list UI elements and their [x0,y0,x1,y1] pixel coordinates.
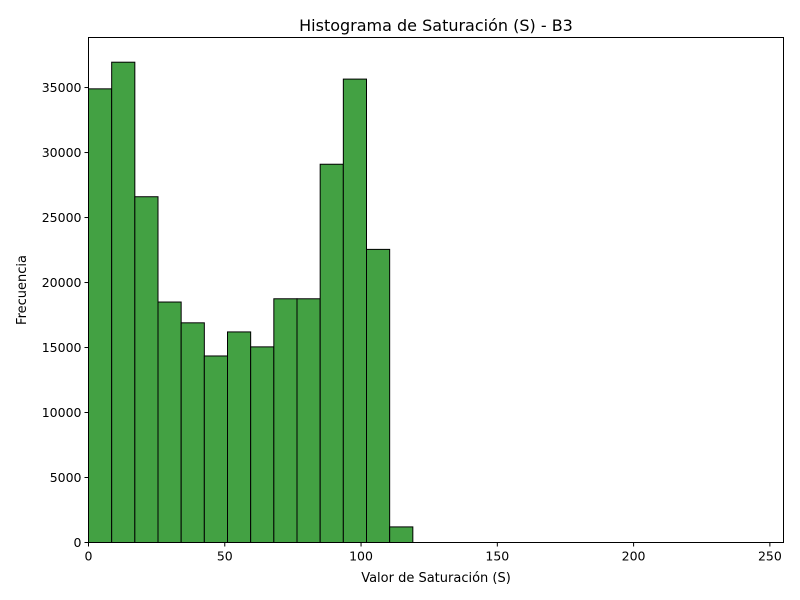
histogram-bar [227,331,252,543]
y-tick-label: 10000 [42,405,82,420]
histogram-bar [273,298,298,544]
x-tick-label: 200 [622,549,646,564]
chart-title: Histograma de Saturación (S) - B3 [299,16,573,35]
y-tick-label: 0 [74,535,82,550]
histogram-bar [342,78,368,543]
x-tick-label: 50 [217,549,233,564]
y-tick-label: 30000 [42,145,82,160]
y-axis-label: Frecuencia [15,255,30,325]
histogram-bar [389,526,414,544]
bars-group [88,61,414,544]
x-tick-label: 150 [485,549,509,564]
x-axis-label: Valor de Saturación (S) [361,571,511,586]
y-tick-label: 20000 [42,275,82,290]
histogram-bar [250,346,275,543]
plot-frame [88,37,784,543]
y-ticks-group: 0 5000 10000 15000 20000 25000 30000 35000 [42,80,89,550]
x-tick-label: 0 [85,549,93,564]
y-tick-label: 25000 [42,210,82,225]
histogram-bar [157,301,182,543]
histogram-bar [319,163,344,543]
histogram-bar [134,196,159,544]
histogram-bar [180,322,205,543]
x-ticks-group: 0 50 100 150 200 250 [85,542,782,564]
histogram-bar [88,88,113,544]
y-tick-label: 5000 [50,470,82,485]
y-tick-label: 35000 [42,80,82,95]
x-tick-label: 100 [349,549,373,564]
histogram-bar [203,355,228,543]
histogram-bar [366,248,391,543]
y-tick-label: 15000 [42,340,82,355]
histogram-bar [111,61,136,544]
histogram-bar [296,298,321,544]
x-tick-label: 250 [758,549,782,564]
